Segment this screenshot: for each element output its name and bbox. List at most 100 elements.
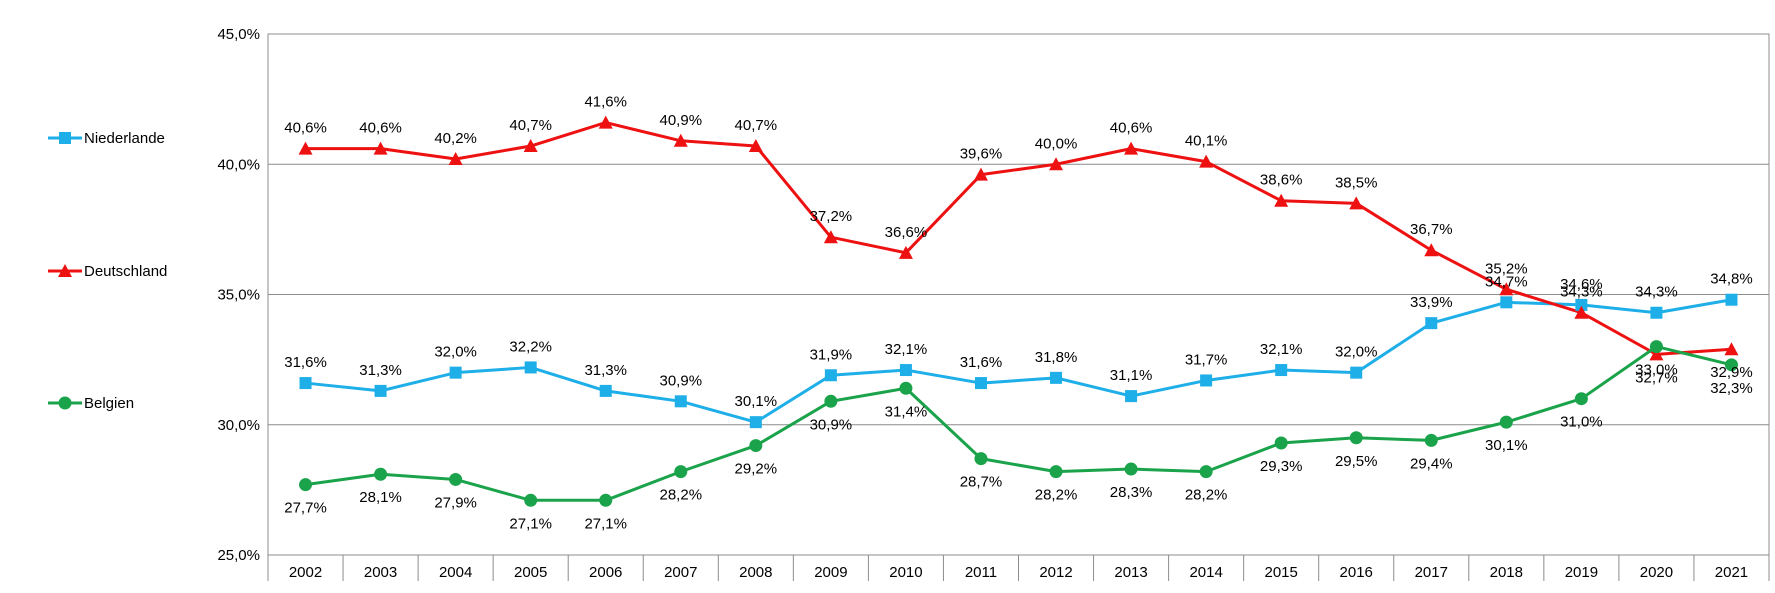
data-point-niederlande [299,377,312,390]
data-label: 34,3% [1560,284,1603,301]
data-point-belgien [449,472,463,486]
data-point-deutschland [1724,342,1739,356]
x-tick-label: 2015 [1264,564,1297,581]
data-point-deutschland [1424,243,1439,257]
data-label: 32,3% [1710,380,1753,397]
x-tick-label: 2009 [814,564,847,581]
data-point-deutschland [1649,347,1664,361]
x-tick-label: 2010 [889,564,922,581]
data-point-deutschland [523,139,538,153]
data-point-niederlande [974,377,987,390]
data-label: 31,4% [885,403,928,420]
data-label: 31,6% [960,354,1003,371]
data-label: 31,1% [1110,367,1153,384]
data-point-belgien [824,394,838,408]
data-label: 27,1% [509,515,552,532]
data-label: 32,9% [1710,364,1753,381]
data-label: 34,6% [1560,276,1603,293]
y-tick-label: 45,0% [217,26,260,43]
data-label: 34,7% [1485,273,1528,290]
series-line-deutschland [305,121,1732,356]
data-point-belgien [1424,433,1438,447]
data-label: 32,1% [885,341,928,358]
y-tick-label: 35,0% [217,287,260,304]
x-tick-label: 2019 [1565,564,1598,581]
data-point-niederlande [824,369,837,382]
data-point-niederlande [1500,296,1513,309]
x-tick-label: 2003 [364,564,397,581]
data-point-niederlande [599,384,612,397]
data-point-deutschland [748,139,763,153]
series-line-belgien [305,345,1732,502]
y-tick-label: 25,0% [217,547,260,564]
data-label: 29,5% [1335,453,1378,470]
x-tick-label: 2017 [1415,564,1448,581]
data-point-deutschland [973,167,988,181]
data-point-belgien [1124,462,1138,476]
data-label: 31,3% [359,362,402,379]
x-tick-label: 2002 [289,564,322,581]
data-point-deutschland [373,141,388,155]
data-point-niederlande [674,395,687,408]
data-label: 28,2% [660,487,703,504]
data-label: 40,7% [509,117,552,134]
data-label: 30,1% [1485,437,1528,454]
data-label: 40,6% [359,120,402,137]
data-label: 41,6% [584,94,627,111]
data-point-belgien [299,478,313,492]
data-point-belgien [1049,465,1063,479]
data-label: 32,2% [509,338,552,355]
data-label: 30,9% [810,416,853,433]
data-label: 34,8% [1710,271,1753,288]
data-label: 31,8% [1035,349,1078,366]
data-point-belgien [374,467,388,481]
data-label: 31,7% [1185,351,1228,368]
data-label: 37,2% [810,208,853,225]
x-tick-label: 2005 [514,564,547,581]
data-point-belgien [1349,431,1363,445]
x-tick-label: 2013 [1114,564,1147,581]
data-point-belgien [749,439,763,453]
data-point-niederlande [1575,298,1588,311]
data-point-niederlande [1275,364,1288,377]
data-label: 40,0% [1035,135,1078,152]
x-tick-label: 2020 [1640,564,1673,581]
data-point-niederlande [1200,374,1213,387]
data-point-deutschland [898,245,913,259]
data-label: 40,2% [434,130,477,147]
legend-label-niederlande: Niederlande [84,130,165,147]
data-label: 40,1% [1185,133,1228,150]
data-label: 36,6% [885,224,928,241]
legend-label-belgien: Belgien [84,395,134,412]
data-label: 40,7% [735,117,778,134]
data-label: 30,1% [735,393,778,410]
data-label: 27,7% [284,500,327,517]
data-label: 34,3% [1635,284,1678,301]
data-point-belgien [1649,340,1663,354]
x-tick-label: 2014 [1189,564,1222,581]
x-tick-label: 2021 [1715,564,1748,581]
data-label: 40,6% [284,120,327,137]
data-point-deutschland [823,230,838,244]
data-point-niederlande [1050,371,1063,384]
data-label: 31,9% [810,346,853,363]
data-point-deutschland [1574,305,1589,319]
data-point-deutschland [1274,193,1289,207]
data-point-belgien [974,452,988,466]
data-point-deutschland [298,141,313,155]
data-point-niederlande [899,364,912,377]
x-tick-label: 2016 [1340,564,1373,581]
data-label: 36,7% [1410,221,1453,238]
data-label: 28,1% [359,489,402,506]
data-label: 28,2% [1035,487,1078,504]
data-point-belgien [1199,465,1213,479]
x-tick-label: 2018 [1490,564,1523,581]
data-label: 28,3% [1110,484,1153,501]
data-label: 33,0% [1635,362,1678,379]
data-point-deutschland [673,133,688,147]
data-label: 29,3% [1260,458,1303,475]
data-label: 27,1% [584,515,627,532]
legend-marker-belgien [58,396,72,410]
data-label: 27,9% [434,494,477,511]
